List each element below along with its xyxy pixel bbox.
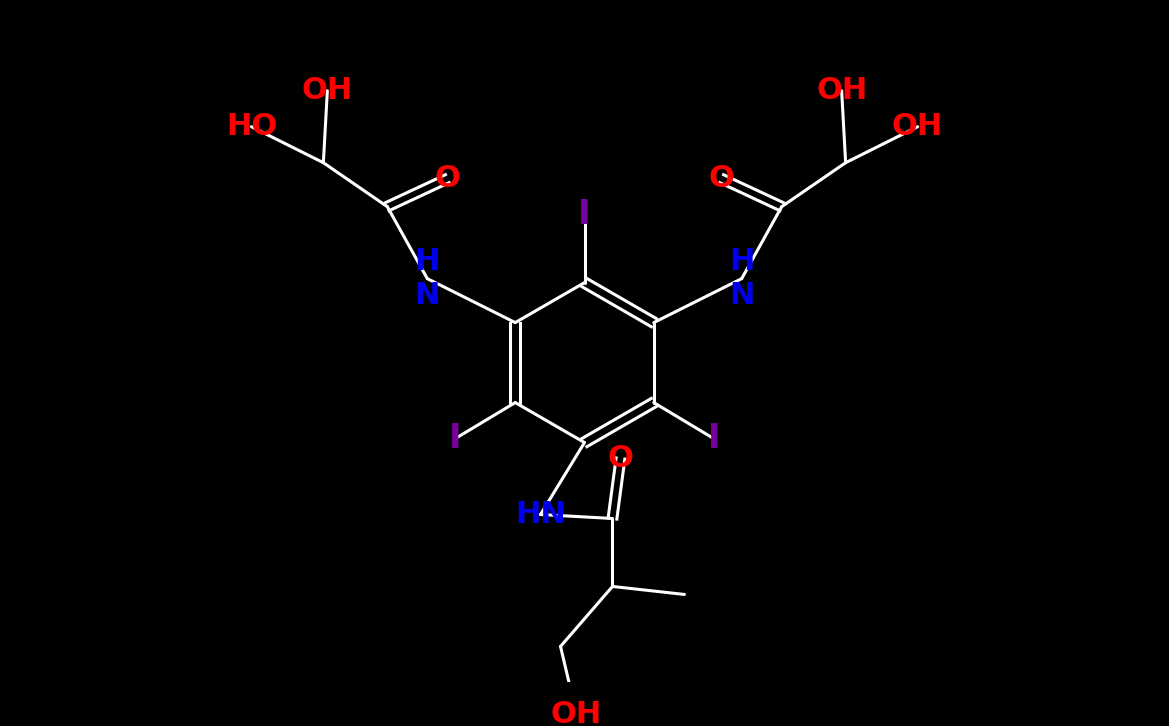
Text: O: O — [708, 164, 734, 193]
Text: H
N: H N — [415, 248, 440, 310]
Text: O: O — [435, 164, 461, 193]
Text: HN: HN — [516, 500, 566, 529]
Text: OH: OH — [892, 113, 943, 142]
Text: I: I — [449, 422, 462, 455]
Text: HO: HO — [226, 113, 277, 142]
Text: I: I — [579, 198, 590, 231]
Text: OH: OH — [816, 76, 867, 105]
Text: I: I — [707, 422, 720, 455]
Text: OH: OH — [302, 76, 353, 105]
Text: H
N: H N — [729, 248, 754, 310]
Text: O: O — [608, 444, 634, 473]
Text: OH: OH — [551, 700, 602, 726]
